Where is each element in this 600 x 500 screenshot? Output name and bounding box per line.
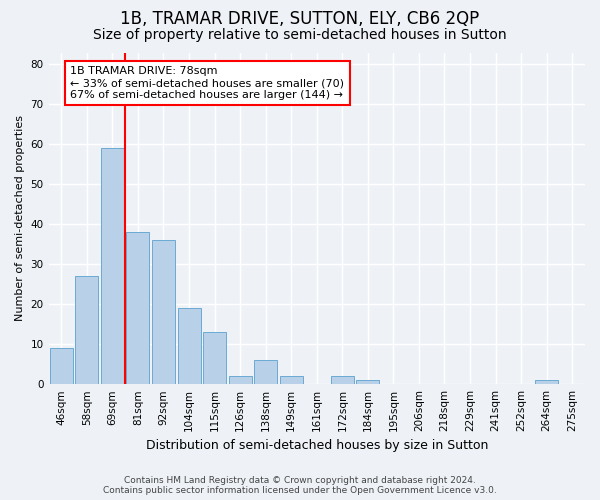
X-axis label: Distribution of semi-detached houses by size in Sutton: Distribution of semi-detached houses by … [146,440,488,452]
Bar [101,148,124,384]
Bar [50,348,73,384]
Bar [127,232,149,384]
Text: 1B TRAMAR DRIVE: 78sqm
← 33% of semi-detached houses are smaller (70)
67% of sem: 1B TRAMAR DRIVE: 78sqm ← 33% of semi-det… [70,66,344,100]
Y-axis label: Number of semi-detached properties: Number of semi-detached properties [15,116,25,322]
Bar [535,380,558,384]
Bar [178,308,200,384]
Text: Size of property relative to semi-detached houses in Sutton: Size of property relative to semi-detach… [93,28,507,42]
Text: Contains HM Land Registry data © Crown copyright and database right 2024.
Contai: Contains HM Land Registry data © Crown c… [103,476,497,495]
Bar [152,240,175,384]
Bar [356,380,379,384]
Bar [76,276,98,384]
Bar [254,360,277,384]
Text: 1B, TRAMAR DRIVE, SUTTON, ELY, CB6 2QP: 1B, TRAMAR DRIVE, SUTTON, ELY, CB6 2QP [121,10,479,28]
Bar [280,376,303,384]
Bar [229,376,251,384]
Bar [203,332,226,384]
Bar [331,376,354,384]
